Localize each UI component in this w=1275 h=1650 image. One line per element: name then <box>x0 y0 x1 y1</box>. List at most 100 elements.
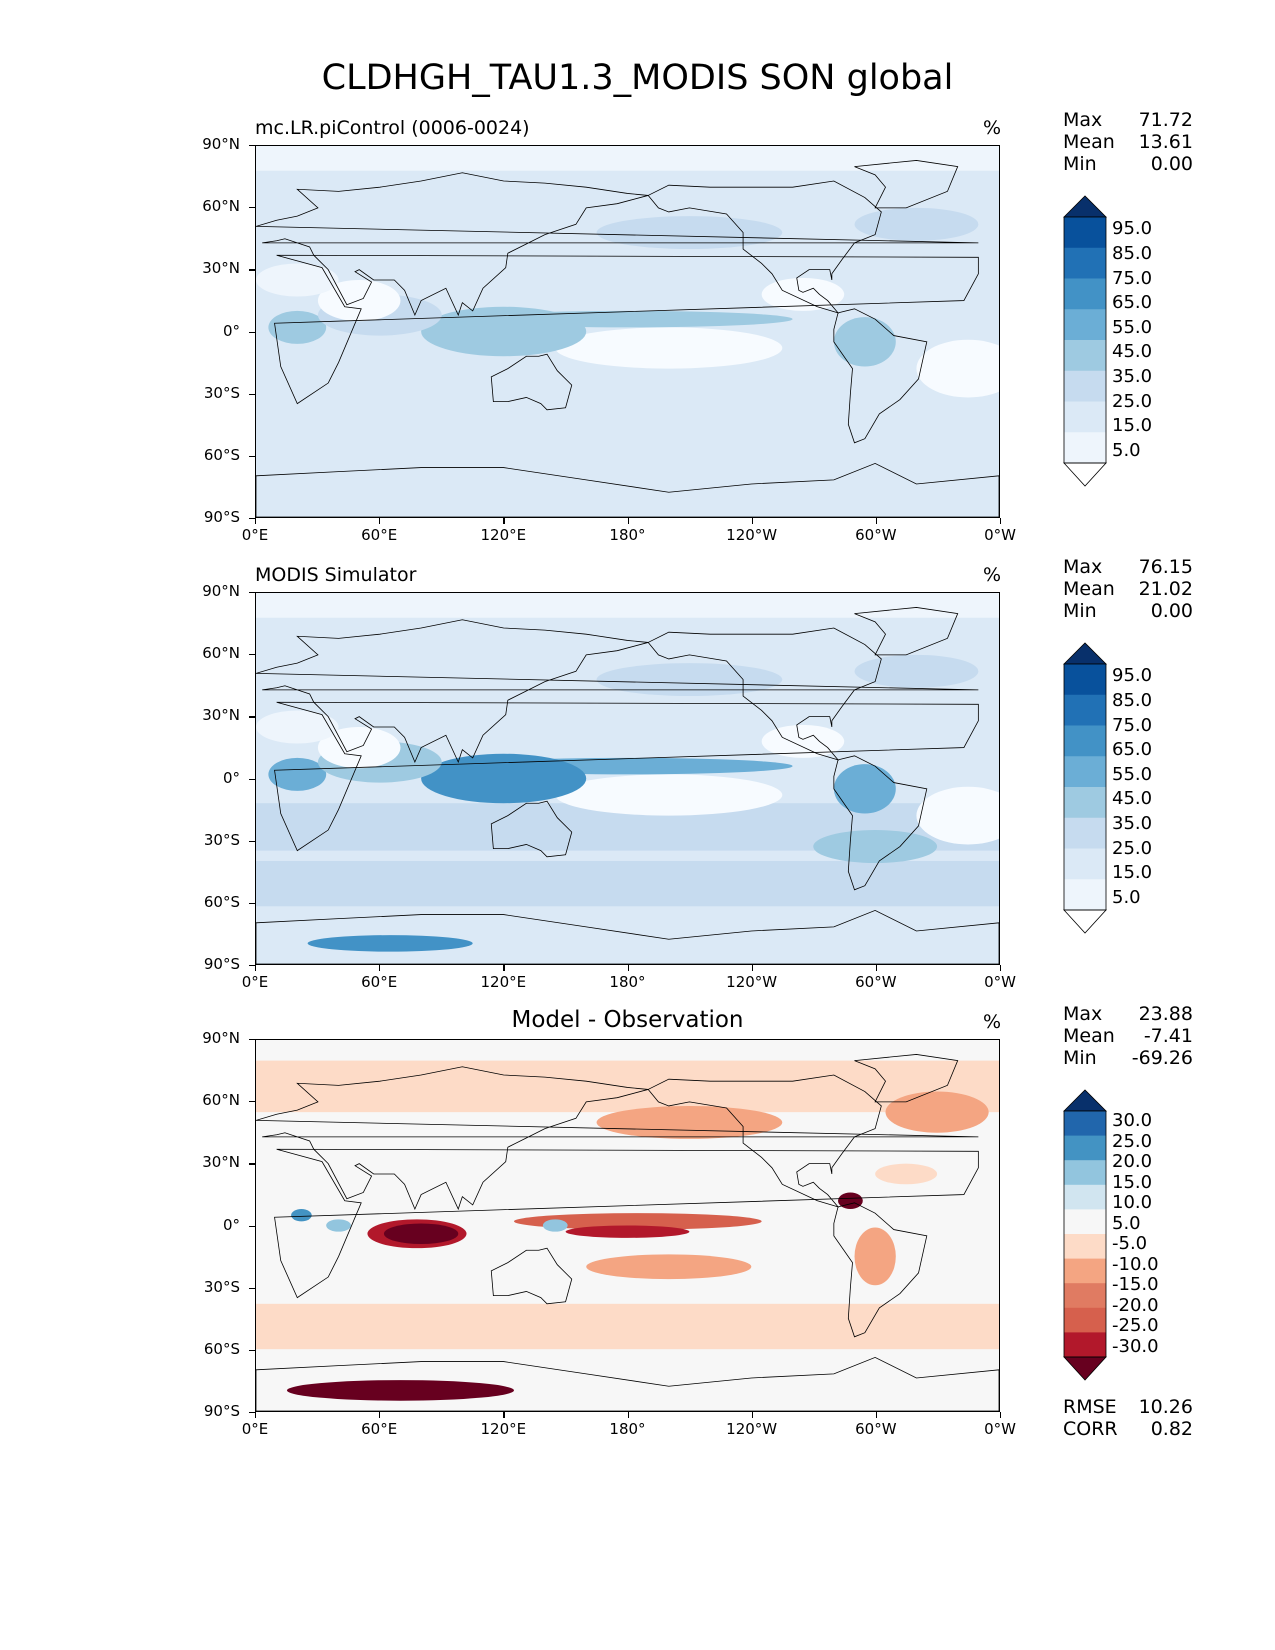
colorbar-extend-top <box>1063 1089 1107 1112</box>
field-south-atlantic <box>813 830 938 864</box>
colorbar-segment <box>1064 309 1106 341</box>
colorbar-extend-bottom <box>1063 909 1107 934</box>
colorbar-tick-label: -20.0 <box>1112 1294 1159 1316</box>
metric-label: CORR <box>1063 1418 1118 1440</box>
colorbar-segment <box>1064 370 1106 402</box>
coastline-0 <box>274 701 979 852</box>
colorbar-tick-label: 75.0 <box>1112 267 1153 289</box>
colorbar-tick-label: 55.0 <box>1112 316 1153 338</box>
colorbar-frame <box>1063 663 1107 911</box>
lon-tick <box>503 965 505 971</box>
units-label: % <box>983 564 1002 586</box>
stat-row: Max 23.88 <box>1063 1003 1193 1025</box>
field-north-pacific-bias <box>596 1105 783 1139</box>
stat-value: 76.15 <box>1138 556 1193 578</box>
lat-tick-label: 90°S <box>203 1402 240 1420</box>
field-storm-track <box>256 860 999 907</box>
lat-tick <box>249 778 255 780</box>
units-label: % <box>983 117 1002 139</box>
field-pacific-dry <box>555 327 783 369</box>
stat-row: Mean 13.61 <box>1063 131 1193 153</box>
colorbar-tick-label: 85.0 <box>1112 689 1153 711</box>
colorbar-tick-label: 95.0 <box>1112 665 1153 687</box>
panel-title: MODIS Simulator <box>255 564 417 586</box>
lat-tick-label: 30°N <box>202 706 240 725</box>
lon-tick-label: 0°E <box>241 1420 269 1438</box>
lat-tick-label: 90°S <box>203 955 240 973</box>
coastline-2 <box>647 180 882 314</box>
colorbar-tick-label: 45.0 <box>1112 788 1153 810</box>
colorbar <box>1063 1089 1183 1381</box>
coastline-5 <box>854 607 959 656</box>
lon-tick-label: 120°E <box>480 526 527 544</box>
colorbar-extend-top <box>1063 195 1107 218</box>
lat-tick <box>249 1101 255 1103</box>
lon-tick-label: 0°W <box>984 1420 1016 1438</box>
field-warm-pool <box>421 753 587 804</box>
lat-tick-label: 60°N <box>202 1091 240 1110</box>
lat-tick-label: 90°N <box>202 135 240 153</box>
colorbar-segment <box>1064 1135 1106 1161</box>
metric-value: 10.26 <box>1138 1396 1193 1418</box>
lat-tick <box>249 393 255 395</box>
stat-row: Min 0.00 <box>1063 153 1193 175</box>
colorbar-tick-label: -10.0 <box>1112 1253 1159 1275</box>
lon-tick-label: 0°E <box>241 526 269 544</box>
lon-tick-label: 60°W <box>855 973 897 991</box>
lon-tick <box>1000 965 1002 971</box>
lon-tick-label: 60°E <box>361 973 398 991</box>
colorbar-frame <box>1063 1110 1107 1358</box>
field-north-band <box>256 1060 999 1113</box>
lon-tick-label: 180° <box>609 973 646 991</box>
coastline-3 <box>833 755 928 891</box>
colorbar-segment <box>1064 817 1106 849</box>
coastline-1 <box>256 172 979 317</box>
field-indian-core <box>383 1223 459 1245</box>
field-itcz-core <box>565 1225 690 1238</box>
field-amazon-convection <box>833 317 896 367</box>
lat-tick-label: 60°S <box>203 892 240 911</box>
stat-row: Mean 21.02 <box>1063 578 1193 600</box>
lat-tick <box>249 1412 255 1414</box>
colorbar-svg <box>1063 642 1107 934</box>
coastline-4 <box>490 1247 573 1305</box>
colorbar-tick-label: 95.0 <box>1112 218 1153 240</box>
stat-row: Max 76.15 <box>1063 556 1193 578</box>
lat-tick-label: 60°N <box>202 644 240 663</box>
metric-label: RMSE <box>1063 1396 1117 1418</box>
coastline-5 <box>854 1054 959 1103</box>
field-polar-north <box>256 593 999 618</box>
colorbar-segment <box>1064 1258 1106 1284</box>
lat-tick-label: 60°N <box>202 197 240 216</box>
stat-label: Max <box>1063 1003 1103 1025</box>
lat-tick-label: 60°S <box>203 445 240 464</box>
lat-tick <box>249 1225 255 1227</box>
stat-label: Min <box>1063 1047 1097 1069</box>
colorbar-segment <box>1064 725 1106 757</box>
lat-tick <box>249 331 255 333</box>
field-north-atlantic <box>854 654 979 688</box>
stats-box: Max 23.88 Mean -7.41 Min -69.26 <box>1063 1003 1193 1069</box>
lon-tick-label: 120°E <box>480 1420 527 1438</box>
lon-tick-label: 120°W <box>726 526 778 544</box>
lat-tick <box>249 592 255 594</box>
colorbar-segment <box>1064 1111 1106 1137</box>
map-panel <box>255 1039 1000 1412</box>
colorbar-segment <box>1064 401 1106 433</box>
field-africa-positive <box>291 1209 312 1222</box>
colorbar-tick-label: -15.0 <box>1112 1274 1159 1296</box>
lon-tick <box>379 518 381 524</box>
metric-row: RMSE 10.26 <box>1063 1396 1193 1418</box>
map-field <box>256 1040 999 1411</box>
panel-title: Model - Observation <box>511 1007 744 1033</box>
stat-row: Min -69.26 <box>1063 1047 1193 1069</box>
lon-tick <box>255 1412 257 1418</box>
colorbar-frame <box>1063 216 1107 464</box>
stat-label: Max <box>1063 556 1103 578</box>
colorbar-tick-label: 65.0 <box>1112 292 1153 314</box>
stat-value: 21.02 <box>1138 578 1193 600</box>
colorbar-tick-label: 25.0 <box>1112 837 1153 859</box>
colorbar-tick-label: -25.0 <box>1112 1315 1159 1337</box>
map-panel <box>255 592 1000 965</box>
lat-tick <box>249 902 255 905</box>
